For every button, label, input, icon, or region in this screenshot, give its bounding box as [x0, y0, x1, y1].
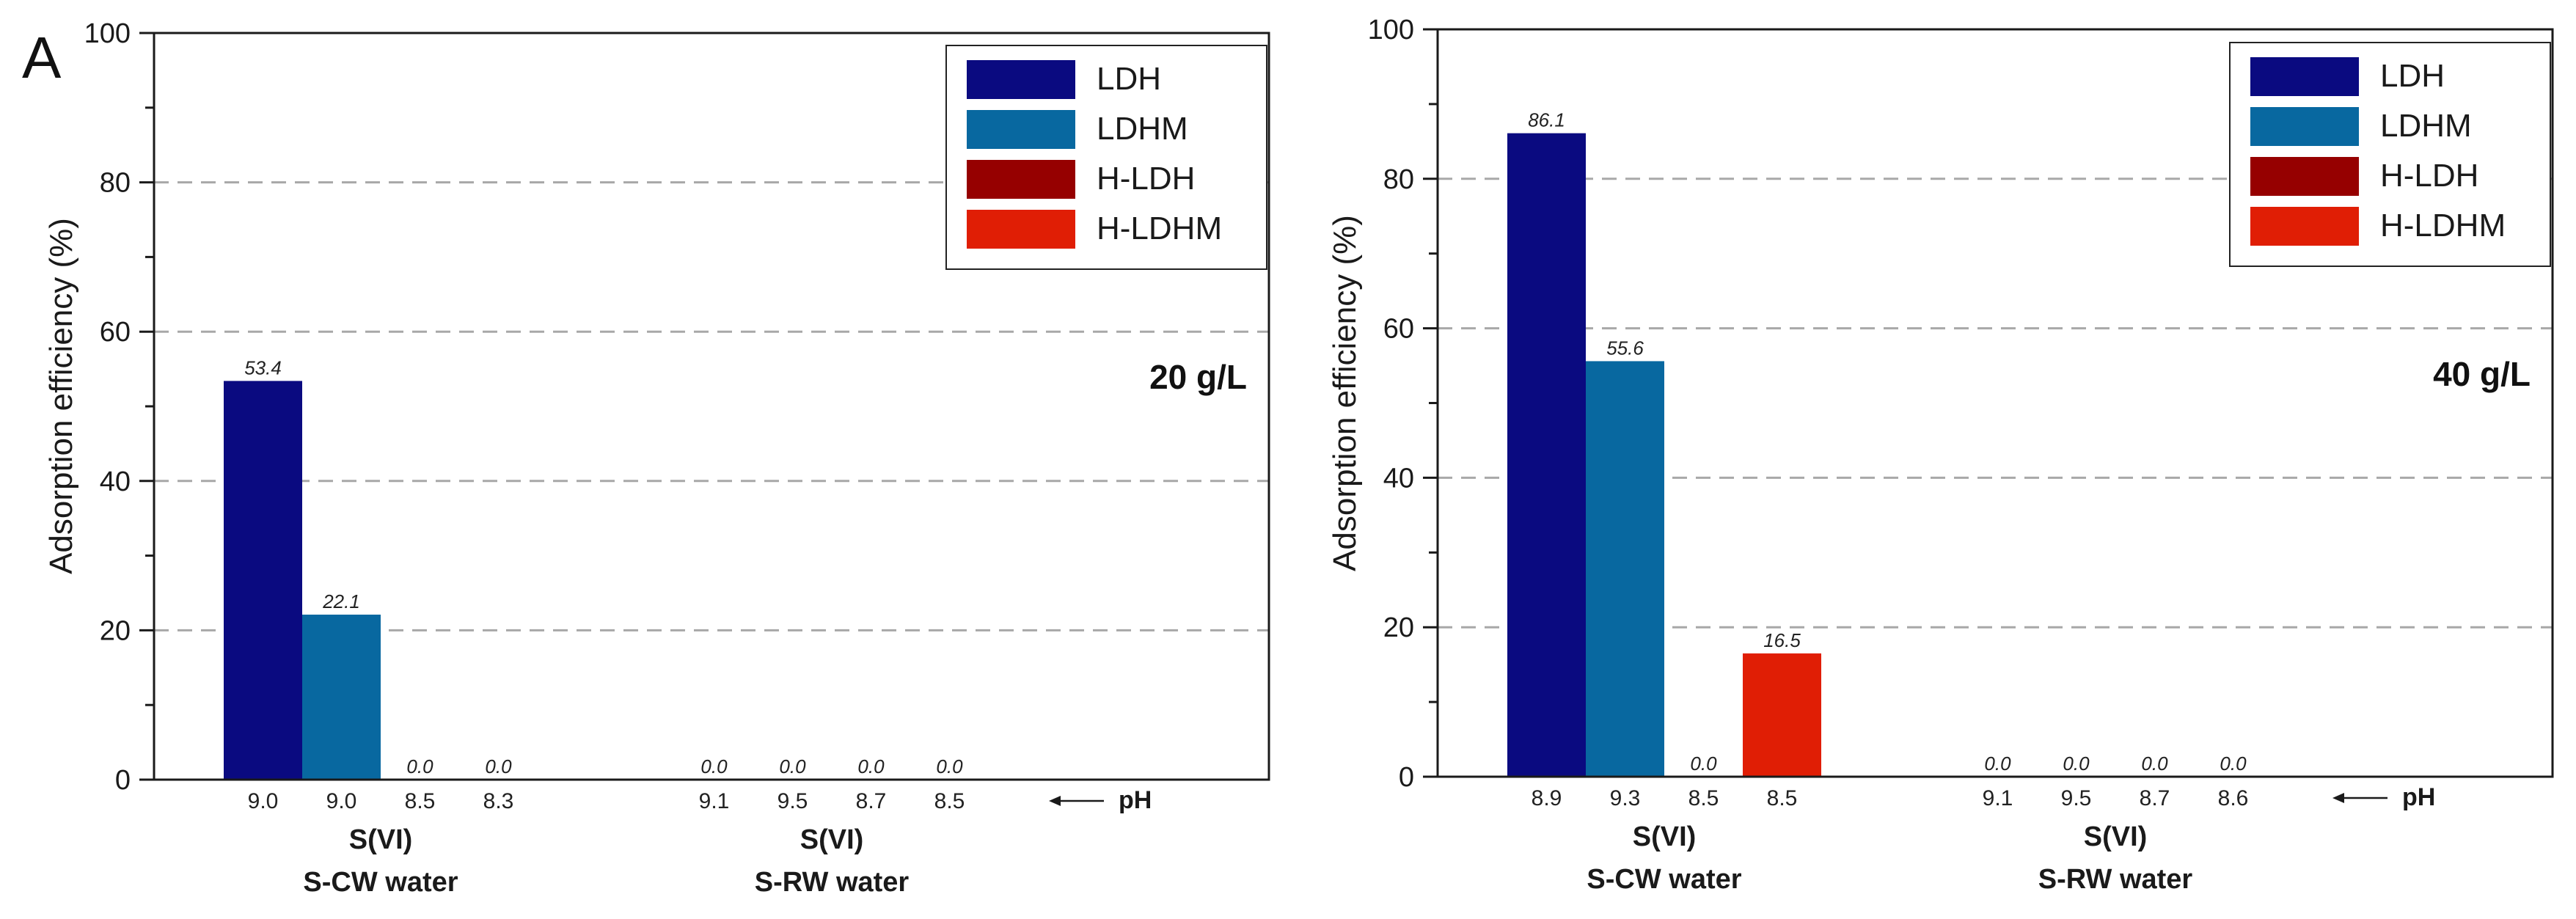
- bar-value-label: 0.0: [1984, 753, 2011, 775]
- ph-label: 8.9: [1532, 786, 1562, 810]
- bar-ldhm-0: [302, 615, 381, 780]
- group-label-line2: S-RW water: [755, 867, 910, 898]
- legend-swatch: [967, 160, 1075, 199]
- chart-panel-40gl: 86.1 8.9 0.0 9.1 55.6 9.3 0.0 9.5 0.0 8.5 0.0 8.7 16…: [1327, 15, 2554, 895]
- y-tick-label: 40: [1383, 463, 1414, 494]
- bar-value-label: 0.0: [779, 755, 806, 777]
- group-label-line2: S-CW water: [303, 867, 458, 898]
- bar-value-label: 22.1: [322, 590, 360, 612]
- legend-swatch: [2250, 157, 2359, 196]
- y-tick-label: 0: [115, 765, 131, 796]
- bar-value-label: 16.5: [1763, 629, 1801, 651]
- bar-h-ldhm-0: [1743, 653, 1821, 777]
- ph-label: 9.0: [326, 789, 357, 813]
- legend-label: H-LDH: [1097, 161, 1195, 197]
- ph-label: 9.1: [1983, 786, 2013, 810]
- ph-label: 9.0: [248, 789, 279, 813]
- legend-swatch: [967, 60, 1075, 99]
- y-tick-label: 60: [100, 317, 131, 348]
- ph-label: 8.3: [483, 789, 514, 813]
- concentration-annotation: 40 g/L: [2433, 355, 2531, 393]
- bar-value-label: 0.0: [936, 755, 963, 777]
- group-label-line2: S-CW water: [1587, 864, 1741, 895]
- y-tick-label: 60: [1383, 314, 1414, 345]
- bar-value-label: 0.0: [485, 755, 512, 777]
- bar-value-label: 0.0: [700, 755, 728, 777]
- legend-label: LDH: [2380, 58, 2445, 94]
- y-axis-label: Adsorption efficiency (%): [1327, 215, 1363, 571]
- ph-label: 8.5: [934, 789, 965, 813]
- bar-value-label: 0.0: [1690, 753, 1717, 775]
- y-tick-label: 0: [1399, 762, 1414, 793]
- bar-value-label: 53.4: [244, 356, 282, 378]
- group-label-line1: S(VI): [800, 824, 864, 855]
- y-tick-label: 40: [100, 466, 131, 497]
- bar-ldhm-0: [1586, 361, 1664, 777]
- ph-arrowhead-icon: [1049, 796, 1061, 806]
- y-tick-label: 100: [1368, 15, 1414, 45]
- legend-swatch: [967, 210, 1075, 249]
- legend-swatch: [2250, 107, 2359, 146]
- ph-arrowhead-icon: [2332, 793, 2344, 803]
- y-tick-label: 100: [84, 18, 131, 49]
- y-tick-label: 20: [1383, 612, 1414, 643]
- legend-label: LDHM: [2380, 108, 2472, 144]
- ph-label: 8.6: [2218, 786, 2249, 810]
- bar-value-label: 0.0: [2141, 753, 2168, 775]
- legend-label: H-LDHM: [1097, 210, 1222, 246]
- ph-axis-label: pH: [2402, 783, 2435, 811]
- y-tick-label: 80: [100, 168, 131, 199]
- bar-value-label: 86.1: [1528, 109, 1565, 131]
- ph-label: 9.3: [1610, 786, 1641, 810]
- group-label-line1: S(VI): [2084, 821, 2148, 852]
- bar-value-label: 0.0: [406, 755, 433, 777]
- legend-swatch: [967, 110, 1075, 149]
- ph-label: 8.7: [2140, 786, 2170, 810]
- legend-label: LDH: [1097, 61, 1161, 97]
- group-label-line2: S-RW water: [2038, 864, 2193, 895]
- ph-label: 8.5: [1688, 786, 1719, 810]
- legend-swatch: [2250, 207, 2359, 246]
- ph-label: 8.7: [856, 789, 887, 813]
- bar-ldh-0: [224, 381, 302, 780]
- ph-label: 9.5: [777, 789, 808, 813]
- ph-axis-label: pH: [1119, 786, 1152, 814]
- legend-label: H-LDHM: [2380, 208, 2506, 244]
- group-label-line1: S(VI): [1633, 821, 1697, 852]
- chart-panel-20gl: 53.4 9.0 0.0 9.1 22.1 9.0 0.0 9.5 0.0 8.5 0.0 8.7 0.…: [43, 18, 1270, 898]
- y-axis-label: Adsorption efficiency (%): [43, 218, 79, 574]
- legend-label: H-LDH: [2380, 158, 2478, 194]
- bar-value-label: 0.0: [2063, 753, 2090, 775]
- ph-label: 8.5: [405, 789, 436, 813]
- bar-value-label: 55.6: [1606, 337, 1644, 359]
- legend-label: LDHM: [1097, 111, 1188, 147]
- bar-ldh-0: [1507, 133, 1586, 777]
- bar-value-label: 0.0: [2220, 753, 2247, 775]
- concentration-annotation: 20 g/L: [1149, 358, 1247, 396]
- bar-value-label: 0.0: [857, 755, 885, 777]
- ph-label: 9.1: [699, 789, 730, 813]
- legend-swatch: [2250, 57, 2359, 96]
- ph-label: 9.5: [2061, 786, 2092, 810]
- y-tick-label: 20: [100, 615, 131, 646]
- ph-label: 8.5: [1767, 786, 1798, 810]
- group-label-line1: S(VI): [349, 824, 413, 855]
- panel-label: A: [22, 25, 62, 90]
- y-tick-label: 80: [1383, 164, 1414, 195]
